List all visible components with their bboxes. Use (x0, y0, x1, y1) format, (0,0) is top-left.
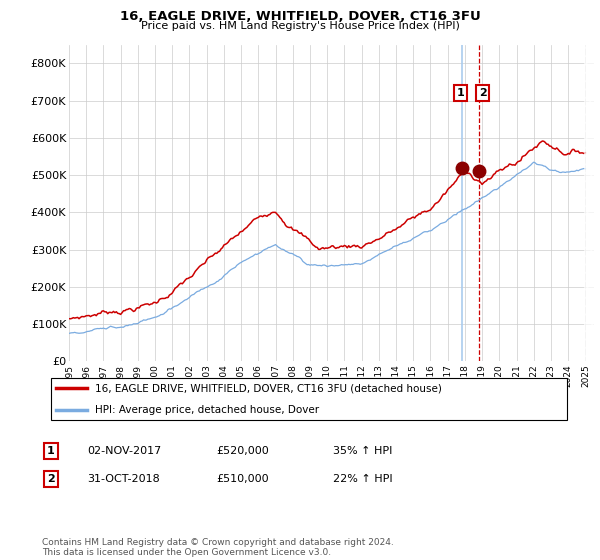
Text: 16, EAGLE DRIVE, WHITFIELD, DOVER, CT16 3FU: 16, EAGLE DRIVE, WHITFIELD, DOVER, CT16 … (119, 10, 481, 23)
Text: £520,000: £520,000 (216, 446, 269, 456)
Bar (584, 45, 594, 361)
Text: 16, EAGLE DRIVE, WHITFIELD, DOVER, CT16 3FU (detached house): 16, EAGLE DRIVE, WHITFIELD, DOVER, CT16 … (95, 383, 442, 393)
Text: 02-NOV-2017: 02-NOV-2017 (87, 446, 161, 456)
Text: 22% ↑ HPI: 22% ↑ HPI (333, 474, 392, 484)
Text: Contains HM Land Registry data © Crown copyright and database right 2024.
This d: Contains HM Land Registry data © Crown c… (42, 538, 394, 557)
Text: 2: 2 (47, 474, 55, 484)
Text: Price paid vs. HM Land Registry's House Price Index (HPI): Price paid vs. HM Land Registry's House … (140, 21, 460, 31)
Text: 31-OCT-2018: 31-OCT-2018 (87, 474, 160, 484)
Text: £510,000: £510,000 (216, 474, 269, 484)
Text: 35% ↑ HPI: 35% ↑ HPI (333, 446, 392, 456)
Text: 1: 1 (47, 446, 55, 456)
FancyBboxPatch shape (50, 377, 568, 421)
Text: 2: 2 (479, 88, 487, 98)
Text: HPI: Average price, detached house, Dover: HPI: Average price, detached house, Dove… (95, 405, 319, 415)
Text: 1: 1 (457, 88, 464, 98)
